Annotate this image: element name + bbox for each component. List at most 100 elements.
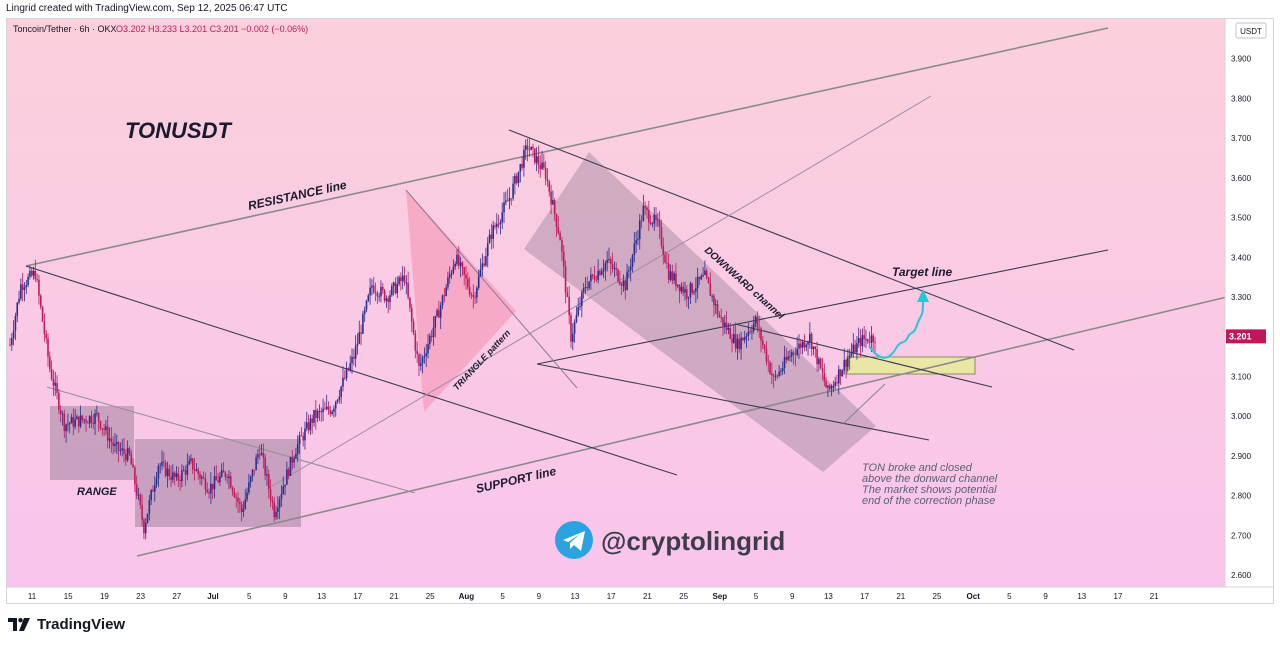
time-tick-label: 13 (317, 592, 326, 601)
resistance-line (25, 27, 1109, 267)
candle-body (172, 472, 174, 480)
candle-body (427, 344, 429, 354)
candle-body (88, 416, 91, 424)
candle-body (18, 298, 20, 303)
candle-body (94, 413, 96, 424)
candle-body (12, 330, 15, 339)
candle-body (684, 289, 686, 293)
candle-body (280, 493, 283, 500)
candle-body (725, 322, 728, 330)
candle-body (756, 316, 759, 328)
candle-body (619, 281, 621, 285)
candle-body (219, 476, 221, 483)
tradingview-logo[interactable]: TradingView (8, 616, 125, 633)
price-chart[interactable]: TONUSDT RESISTANCE line SUPPORT line TRI… (7, 19, 1274, 604)
footer: TradingView (0, 604, 1280, 646)
candle-body (76, 416, 78, 420)
candle-body (657, 219, 659, 221)
candle-body (199, 473, 201, 479)
candle-body (304, 428, 306, 441)
candle-body (787, 356, 789, 360)
candle-body (249, 476, 252, 483)
candle-body (828, 385, 831, 389)
candle-body (191, 458, 194, 470)
candle-body (394, 282, 397, 294)
candle-body (202, 477, 205, 479)
candle-body (25, 284, 28, 288)
candle-body (653, 214, 656, 224)
candle-body (704, 270, 706, 276)
candle-body (785, 356, 788, 360)
candle-body (324, 408, 326, 410)
candle-body (530, 146, 532, 150)
candle-body (49, 356, 51, 370)
candle-body (164, 462, 167, 476)
currency-box[interactable] (1235, 22, 1267, 39)
candle-body (20, 284, 22, 299)
candle-body (383, 290, 386, 301)
candle-body (608, 259, 610, 261)
candle-body (206, 489, 209, 493)
candle-body (740, 337, 742, 350)
candle-body (231, 487, 234, 492)
candle-body (604, 263, 607, 270)
candle-body (593, 275, 596, 280)
candle-body (743, 336, 746, 341)
candle-body (541, 162, 543, 169)
candle-body (687, 297, 690, 299)
candle-body (182, 470, 185, 472)
candle-body (425, 353, 428, 356)
time-scale[interactable] (7, 587, 1274, 604)
candle-body (568, 296, 570, 316)
candle-body (463, 267, 466, 275)
chart-area[interactable]: TONUSDT RESISTANCE line SUPPORT line TRI… (6, 18, 1274, 604)
candle-body (405, 282, 408, 284)
triangle-pattern-zone (406, 190, 516, 412)
candle-body (30, 270, 33, 276)
candle-body (676, 284, 679, 286)
candle-body (412, 321, 415, 334)
candle-body (264, 457, 266, 476)
candle-body (515, 175, 518, 184)
candle-body (707, 277, 710, 284)
telegram-watermark: @cryptolingrid (555, 521, 785, 559)
candle-body (438, 310, 440, 318)
candle-body (767, 361, 770, 363)
candle-body (872, 335, 874, 343)
candle-body (514, 175, 516, 184)
candle-body (432, 327, 435, 337)
candle-body (77, 416, 80, 427)
candle-body (132, 464, 134, 468)
candle-body (367, 295, 370, 301)
time-tick-label: 13 (571, 592, 580, 601)
candle-body (121, 448, 123, 451)
candle-body (720, 317, 722, 318)
candle-body (805, 344, 808, 348)
candle-body (512, 183, 514, 199)
candle-body (380, 286, 382, 297)
candle-body (353, 356, 355, 359)
descending-line-2 (46, 386, 416, 494)
candle-body (615, 268, 618, 270)
downward-channel-lower (536, 363, 930, 441)
candle-body (497, 223, 500, 225)
candle-body (600, 271, 603, 275)
trend-lines (25, 27, 1228, 557)
candle-body (832, 385, 835, 387)
candle-body (287, 469, 290, 476)
channel-midline (734, 323, 993, 388)
candle-body (376, 293, 379, 297)
candle-body (821, 368, 824, 374)
time-tick-label: Jul (207, 592, 219, 601)
candle-body (224, 472, 227, 477)
candle-body (309, 418, 312, 431)
candle-body (307, 422, 310, 431)
price-scale[interactable] (1225, 19, 1274, 587)
candle-body (470, 294, 473, 296)
candle-body (177, 473, 180, 481)
candle-body (333, 408, 335, 412)
candle-body (47, 338, 49, 357)
candle-body (356, 343, 359, 346)
candle-body (327, 406, 330, 411)
candle-body (54, 382, 57, 386)
